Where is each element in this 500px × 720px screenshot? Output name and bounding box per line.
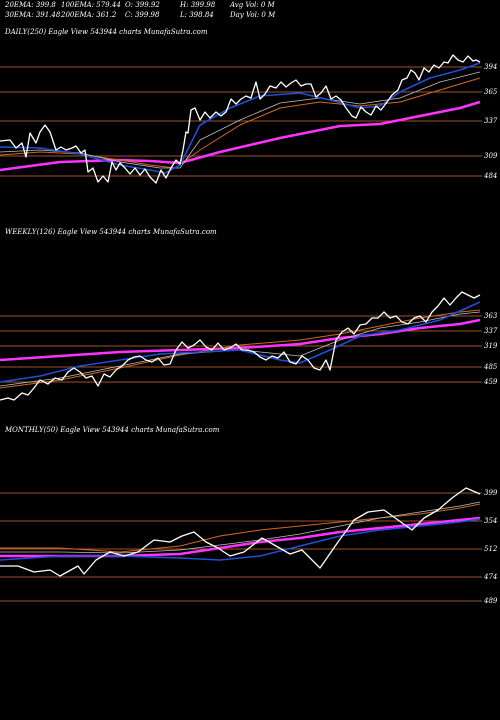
weekly-panel: WEEKLY(126) Eagle View 543944 charts Mun…: [0, 228, 498, 401]
ema-100-line: [0, 503, 481, 553]
ema-20-line: [0, 62, 481, 174]
stat-high: H: 399.98: [180, 1, 216, 9]
stat-30ema: 30EMA: 391.48: [5, 11, 61, 19]
weekly-title: WEEKLY(126) Eagle View 543944 charts Mun…: [5, 228, 217, 236]
stat-close: C: 399.98: [125, 11, 160, 19]
daily-title: DAILY(250) Eagle View 543944 charts Muna…: [5, 28, 208, 36]
level-label: 474: [483, 573, 497, 581]
level-label: 337: [484, 327, 498, 335]
level-label: 399: [484, 489, 498, 497]
level-label: 512: [484, 545, 498, 553]
level-label: 337: [484, 117, 498, 125]
stat-avg-vol: Avg Vol: 0 M: [230, 1, 275, 9]
daily-panel: DAILY(250) Eagle View 543944 charts Muna…: [0, 0, 500, 210]
level-label: 309: [484, 152, 498, 160]
ema-30-line: [0, 501, 481, 554]
stat-open: O: 399.92: [125, 1, 160, 9]
monthly-title: MONTHLY(50) Eagle View 543944 charts Mun…: [5, 426, 220, 434]
ema-30-line: [0, 71, 481, 169]
stat-200ema: 200EMA: 361.2: [61, 11, 117, 19]
level-label: 459: [483, 378, 498, 386]
weekly-chart-svg: 363 337 319 485 459: [0, 291, 498, 401]
ema-20-line: [0, 518, 481, 561]
level-label: 394: [484, 63, 497, 71]
level-label: 485: [483, 363, 498, 371]
ema-200-line: [0, 516, 481, 558]
stat-100ema: 100EMA: 579.44: [61, 1, 121, 9]
level-label: 484: [483, 172, 497, 180]
stat-day-vol: Day Vol: 0 M: [230, 11, 276, 19]
level-label: 489: [483, 597, 498, 605]
daily-chart-svg: 394 365 337 309 484: [0, 54, 498, 184]
level-label: 363: [484, 312, 498, 320]
ema-100-line: [0, 77, 481, 169]
ema-20-line: [0, 301, 481, 383]
stat-low: L: 398.84: [180, 11, 214, 19]
level-label: 365: [484, 88, 498, 96]
ema-100-line: [0, 309, 481, 389]
monthly-panel: MONTHLY(50) Eagle View 543944 charts Mun…: [0, 426, 498, 605]
price-line: [0, 487, 481, 577]
price-line: [0, 291, 481, 401]
ema-30-line: [0, 311, 481, 387]
level-label: 354: [484, 517, 497, 525]
stat-20ema: 20EMA: 399.8: [5, 1, 56, 9]
price-line: [0, 54, 481, 184]
monthly-chart-svg: 399 354 512 474 489: [0, 487, 498, 605]
ema-200-line: [0, 318, 481, 362]
ema-200-line: [0, 100, 481, 172]
level-label: 319: [484, 342, 498, 350]
